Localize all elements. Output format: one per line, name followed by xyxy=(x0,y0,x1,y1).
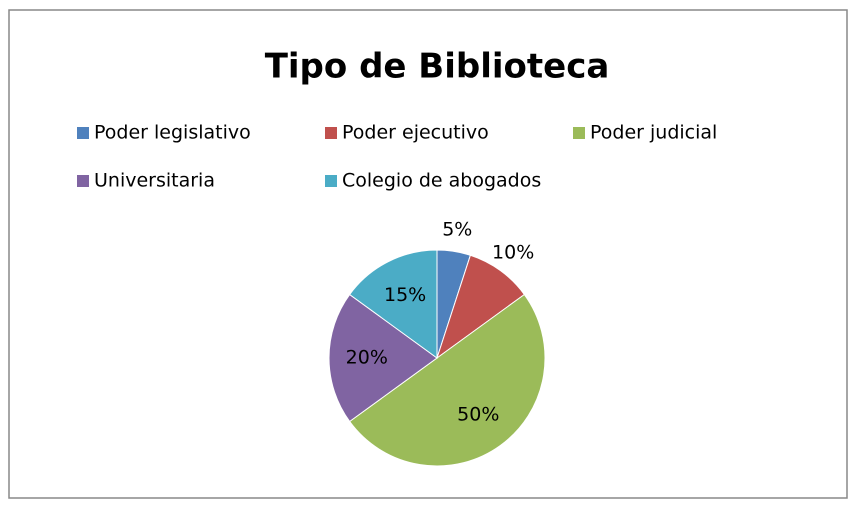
data-label: 10% xyxy=(492,242,534,264)
legend-label: Poder judicial xyxy=(590,122,717,144)
legend-swatch xyxy=(325,127,337,139)
data-label: 5% xyxy=(442,218,472,240)
data-label: 15% xyxy=(384,284,426,306)
legend-label: Universitaria xyxy=(94,170,215,192)
pie-slice xyxy=(348,293,546,467)
legend-swatch xyxy=(325,175,337,187)
data-label: 50% xyxy=(457,403,499,425)
legend-label: Colegio de abogados xyxy=(342,170,541,192)
pie-slice xyxy=(348,249,438,359)
legend-label: Poder ejecutivo xyxy=(342,122,489,144)
legend-swatch xyxy=(573,127,585,139)
chart-title: Tipo de Biblioteca xyxy=(265,47,610,87)
data-label: 20% xyxy=(346,347,388,369)
pie-slice xyxy=(328,293,438,423)
legend-label: Poder legislativo xyxy=(94,122,251,144)
legend-swatch xyxy=(77,175,89,187)
legend-swatch xyxy=(77,127,89,139)
